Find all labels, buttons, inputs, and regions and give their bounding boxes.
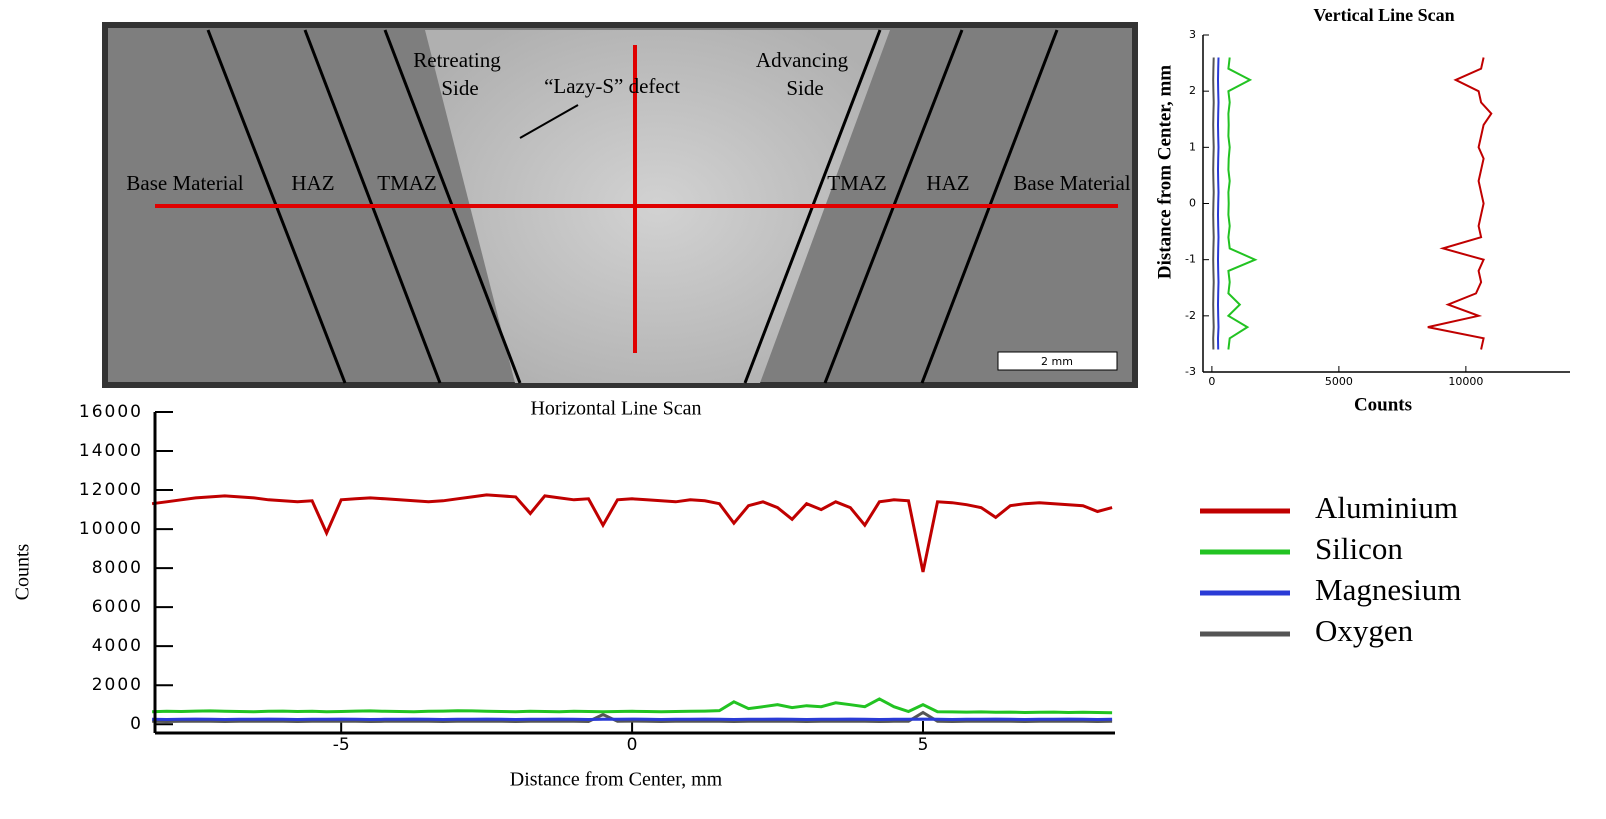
y-tick-label: -3 [1185, 365, 1196, 378]
zone-label: TMAZ [827, 171, 887, 195]
x-axis-title: Distance from Center, mm [510, 769, 723, 791]
y-tick-label: 16000 [79, 402, 143, 422]
y-tick-label: 10000 [79, 519, 143, 539]
legend-label: Silicon [1315, 531, 1403, 566]
y-tick-label: 0 [1189, 197, 1196, 210]
y-axis-title: Distance from Center, mm [1154, 65, 1175, 279]
zone-label: Retreating [413, 48, 501, 72]
x-tick-label: 5 [918, 735, 929, 755]
micrograph-border [102, 22, 1138, 388]
scale-bar [997, 351, 1118, 371]
x-tick-label: 5000 [1325, 375, 1353, 388]
y-tick-label: 3 [1189, 28, 1196, 41]
y-tick-label: 0 [130, 714, 143, 734]
legend: Aluminium Silicon Magnesium Oxygen [1200, 490, 1461, 648]
y-tick-label: -2 [1185, 309, 1196, 322]
micrograph: 2 mm [102, 22, 1138, 388]
series-line [1427, 57, 1493, 350]
y-tick-label: 4000 [92, 636, 143, 656]
y-tick-label: 1 [1189, 140, 1196, 153]
y-tick-label: 2 [1189, 84, 1196, 97]
series-line [151, 493, 1113, 573]
y-tick-label: 6000 [92, 597, 143, 617]
x-tick-label: -5 [333, 735, 350, 755]
zone-label: HAZ [926, 171, 969, 195]
series-line [1216, 57, 1220, 350]
zone-label: Base Material [126, 171, 243, 195]
zone-label: Base Material [1013, 171, 1130, 195]
legend-label: Oxygen [1315, 613, 1414, 648]
chart-title: Vertical Line Scan [1313, 5, 1454, 25]
zone-label: HAZ [291, 171, 334, 195]
legend-label: Aluminium [1315, 490, 1458, 525]
scale-bar-label: 2 mm [1041, 355, 1073, 368]
y-axis-title: Counts [12, 543, 34, 600]
chart-title: Horizontal Line Scan [530, 398, 701, 420]
series-line [152, 697, 1113, 715]
zone-label: TMAZ [377, 171, 437, 195]
series-line [152, 710, 1113, 724]
zone-label: “Lazy-S” defect [544, 74, 680, 98]
zone-label: Side [786, 76, 823, 100]
y-tick-label: 2000 [92, 675, 143, 695]
x-tick-label: 0 [1208, 375, 1215, 388]
y-tick-label: -1 [1185, 253, 1196, 266]
x-tick-label: 10000 [1448, 375, 1483, 388]
legend-label: Magnesium [1315, 572, 1461, 607]
y-tick-label: 12000 [79, 480, 143, 500]
series-line [1212, 57, 1215, 350]
x-tick-label: 0 [627, 735, 638, 755]
y-tick-label: 8000 [92, 558, 143, 578]
x-axis-title: Counts [1354, 394, 1412, 415]
defect-pointer [519, 104, 579, 139]
series-line [1226, 57, 1258, 350]
zone-label: Advancing [756, 48, 849, 72]
zone-label: Side [441, 76, 478, 100]
y-tick-label: 14000 [79, 441, 143, 461]
